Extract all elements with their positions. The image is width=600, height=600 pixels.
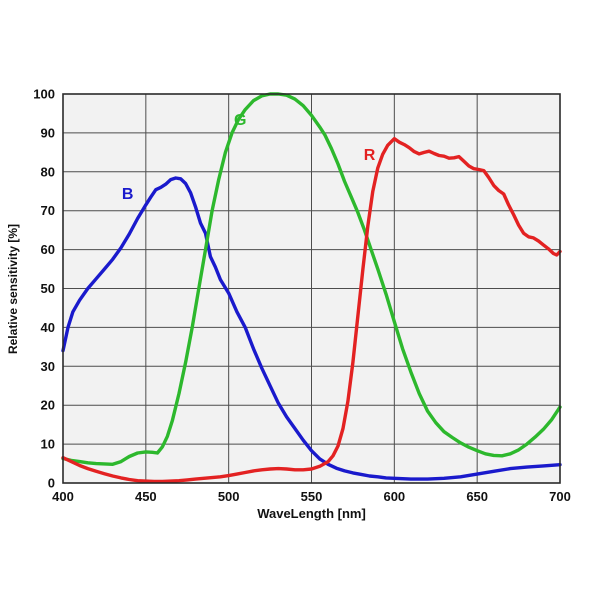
y-tick-label: 100: [33, 87, 55, 102]
plot-border: [62, 93, 561, 484]
x-tick-label: 500: [218, 489, 240, 504]
y-tick-label: 0: [48, 476, 55, 491]
y-tick-label: 60: [41, 242, 55, 257]
x-tick-label: 450: [135, 489, 157, 504]
series-line-G: [61, 92, 562, 466]
curve-label-R: R: [364, 147, 376, 164]
curve-label-G: G: [234, 112, 246, 129]
x-tick-label: 700: [549, 489, 571, 504]
x-tick-label: 600: [383, 489, 405, 504]
y-tick-label: 10: [41, 437, 55, 452]
series-line-B: [61, 176, 562, 481]
x-tick-label: 400: [52, 489, 74, 504]
y-tick-label: 90: [41, 125, 55, 140]
y-tick-label: 30: [41, 359, 55, 374]
y-axis-title: Relative sensitivity [%]: [6, 223, 20, 355]
y-tick-label: 20: [41, 398, 55, 413]
y-tick-label: 40: [41, 320, 55, 335]
x-axis-title: WaveLength [nm]: [257, 506, 366, 521]
x-tick-label: 550: [301, 489, 323, 504]
x-tick-label: 650: [466, 489, 488, 504]
curve-label-B: B: [122, 186, 134, 203]
y-tick-label: 80: [41, 164, 55, 179]
series-line-R: [61, 136, 562, 484]
y-tick-label: 70: [41, 203, 55, 218]
y-tick-label: 50: [41, 281, 55, 296]
